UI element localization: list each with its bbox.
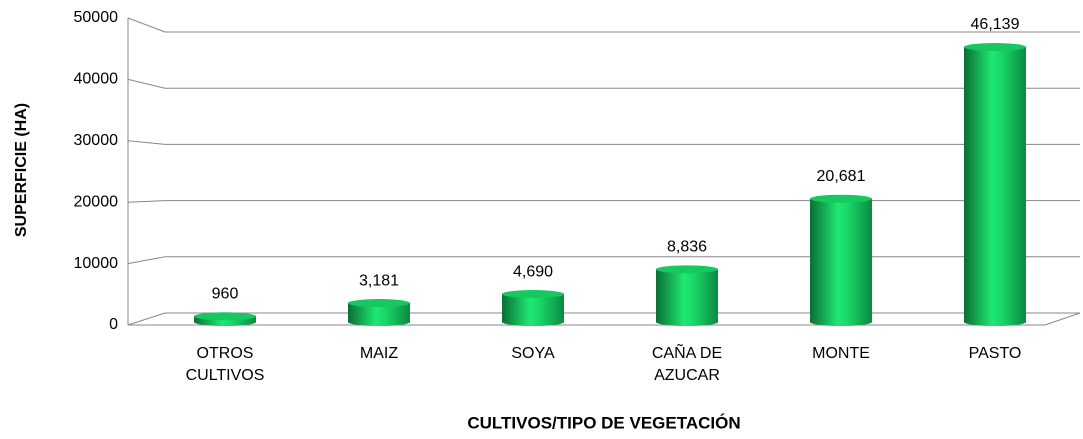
x-axis-title: CULTIVOS/TIPO DE VEGETACIÓN [467,413,740,432]
x-tick-label: MONTE [812,345,870,362]
bar-top [348,299,410,308]
grid-line [127,256,1080,265]
y-tick-label: 30000 [74,132,119,149]
x-tick-label: MAIZ [359,345,399,362]
bar [810,198,872,326]
floor [128,312,1081,326]
value-label: 960 [212,285,239,302]
grid-line [127,312,1080,326]
value-label: 8,836 [667,239,707,256]
grid-line [127,200,1080,203]
value-label: 4,690 [513,263,553,280]
x-tick-label: OTROS CULTIVOS [185,345,265,384]
y-tick-label: 20000 [74,193,119,210]
grid-line [127,17,1080,33]
y-tick-label: 0 [109,316,118,333]
y-axis-title: SUPERFICIE (HA) [13,103,30,237]
y-tick-label: 10000 [74,255,119,272]
y-tick-label: 40000 [74,71,119,88]
y-tick-label: 50000 [74,9,119,26]
value-label: 46,139 [971,16,1020,33]
grid-line [127,78,1080,89]
bar [656,269,718,326]
value-label: 3,181 [359,272,399,289]
bar-top [810,194,872,203]
bar [964,47,1026,326]
grid-line [127,140,1080,145]
value-label: 20,681 [817,168,866,185]
bar-top [964,43,1026,52]
x-tick-label: CAÑA DE AZUCAR [651,345,723,384]
x-tick-label: SOYA [511,345,555,362]
bar-top [194,312,256,321]
bar [502,294,564,326]
bar-top [656,265,718,274]
bar [348,303,410,326]
x-tick-label: PASTO [968,345,1022,362]
bar-top [502,290,564,299]
